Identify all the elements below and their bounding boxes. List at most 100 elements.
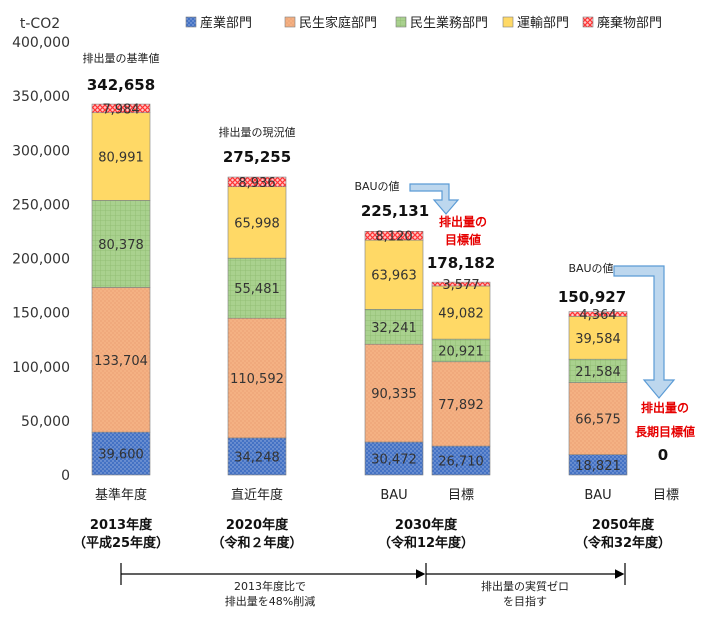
bar-segment xyxy=(568,382,628,455)
segment-value-label: 4,364 xyxy=(579,308,616,323)
segment-value-label: 3,577 xyxy=(442,278,479,293)
bar-segment xyxy=(91,431,151,476)
segment-value-label: 65,998 xyxy=(234,216,280,231)
y-axis: t-CO2 0 50,000 100,000 150,000 200,000 250,000… xyxy=(12,16,70,484)
category-label: BAU xyxy=(584,488,611,503)
legend-label: 民生家庭部門 xyxy=(299,15,377,31)
segment-value-label: 63,963 xyxy=(371,269,417,284)
segment-value-label: 8,120 xyxy=(375,230,412,245)
bar-segment xyxy=(364,441,424,476)
bar-segment xyxy=(91,112,151,201)
segment-value-label: 55,481 xyxy=(234,282,280,297)
segment-value-label: 39,600 xyxy=(98,448,144,463)
category-label: 目標 xyxy=(653,488,679,503)
bar-segment xyxy=(227,186,287,259)
legend-label: 運輸部門 xyxy=(517,16,569,31)
y-tick-label: 250,000 xyxy=(12,197,70,213)
category-label: 目標 xyxy=(448,488,474,503)
segment-value-label: 7,984 xyxy=(102,102,139,117)
timeline-note: 2013年度比で xyxy=(234,579,306,593)
timeline-note: 排出量の実質ゼロ xyxy=(481,579,569,593)
legend-label: 産業部門 xyxy=(200,15,252,31)
bottom-labels: 基準年度 直近年度 BAU 目標 BAU 目標 2013年度 （平成25年度） 2020年度 （令… xyxy=(73,487,679,608)
category-label: 直近年度 xyxy=(231,487,283,503)
segment-value-label: 49,082 xyxy=(438,307,484,322)
legend-swatch xyxy=(395,16,407,28)
bau-2030-note: BAUの値 xyxy=(354,180,399,193)
legend: 産業部門 民生家庭部門 民生業務部門 運輸部門 廃棄物部門 xyxy=(185,15,662,31)
era-label: （令和12年度） xyxy=(378,535,474,551)
timeline-note: 排出量を48%削減 xyxy=(225,594,315,608)
bar-segment xyxy=(91,103,151,114)
total-value-label: 342,658 xyxy=(87,76,155,94)
down-arrow-icon xyxy=(409,183,460,215)
bar-segment xyxy=(431,445,491,476)
segment-value-label: 18,821 xyxy=(575,459,621,474)
bar-segment xyxy=(568,311,628,317)
current-note: 排出量の現況値 xyxy=(219,125,296,139)
segment-value-label: 30,472 xyxy=(371,453,417,468)
base-note: 排出量の基準値 xyxy=(83,51,160,65)
legend-item: 運輸部門 xyxy=(502,16,569,31)
segment-value-label: 90,335 xyxy=(371,387,417,402)
target-2030-note: 目標値 xyxy=(445,232,481,247)
segment-value-label: 34,248 xyxy=(234,450,280,465)
bar-segment xyxy=(364,343,424,443)
y-tick-label: 150,000 xyxy=(12,306,70,322)
bar-segment xyxy=(227,317,287,439)
segment-value-label: 110,592 xyxy=(230,372,284,387)
era-label: （平成25年度） xyxy=(73,535,169,551)
legend-item: 産業部門 xyxy=(185,15,252,31)
legend-item: 民生家庭部門 xyxy=(284,15,377,31)
era-label: （令和32年度） xyxy=(575,535,671,551)
y-tick-label: 350,000 xyxy=(12,89,70,105)
y-unit-label: t-CO2 xyxy=(20,16,60,32)
year-label: 2030年度 xyxy=(395,517,458,533)
total-value-label: 275,255 xyxy=(223,148,291,166)
target-2050-note: 排出量の xyxy=(641,400,689,415)
timeline-note: を目指す xyxy=(503,594,547,608)
bar-segment xyxy=(431,285,491,340)
y-tick-label: 0 xyxy=(61,468,70,484)
bar-segment xyxy=(431,281,491,287)
segment-value-label: 21,584 xyxy=(575,365,621,380)
segment-value-label: 8,936 xyxy=(238,176,275,191)
bar-segment xyxy=(227,257,287,319)
year-label: 2013年度 xyxy=(90,517,153,533)
target-2050-note: 長期目標値 xyxy=(635,424,695,439)
legend-item: 民生業務部門 xyxy=(395,15,488,31)
total-value-label: 0 xyxy=(658,446,668,464)
y-tick-label: 300,000 xyxy=(12,143,70,159)
total-value-label: 178,182 xyxy=(427,254,495,272)
segment-value-label: 80,378 xyxy=(98,238,144,253)
legend-label: 廃棄物部門 xyxy=(597,15,662,31)
segment-value-label: 32,241 xyxy=(371,321,417,336)
legend-swatch xyxy=(582,16,594,28)
segment-value-label: 66,575 xyxy=(575,413,621,428)
y-tick-label: 100,000 xyxy=(12,360,70,376)
down-arrow-icon xyxy=(613,265,676,399)
total-value-label: 225,131 xyxy=(361,202,429,220)
year-label: 2050年度 xyxy=(592,517,655,533)
category-label: BAU xyxy=(380,488,407,503)
year-label: 2020年度 xyxy=(226,517,289,533)
segment-value-label: 133,704 xyxy=(94,354,148,369)
total-value-label: 150,927 xyxy=(558,288,626,306)
y-tick-label: 50,000 xyxy=(21,414,70,430)
bau-2050-note: BAUの値 xyxy=(568,262,613,275)
segment-value-label: 26,710 xyxy=(438,455,484,470)
segment-value-label: 80,991 xyxy=(98,151,144,166)
annotations: 342,658 275,255 225,131 178,182 150,927 0 排出量の… xyxy=(83,51,696,464)
bar-segment xyxy=(431,361,491,447)
legend-item: 廃棄物部門 xyxy=(582,15,662,31)
segment-value-label: 77,892 xyxy=(438,398,484,413)
legend-label: 民生業務部門 xyxy=(410,15,488,31)
bar-segment xyxy=(364,239,424,310)
legend-swatch xyxy=(284,16,296,28)
legend-swatch xyxy=(502,16,514,28)
bar-segment xyxy=(364,230,424,241)
era-label: （令和２年度） xyxy=(211,535,302,551)
target-2030-note: 排出量の xyxy=(439,214,487,229)
bars: 39,600 133,704 80,378 80,991 7,984 34,248 110,… xyxy=(91,102,628,476)
